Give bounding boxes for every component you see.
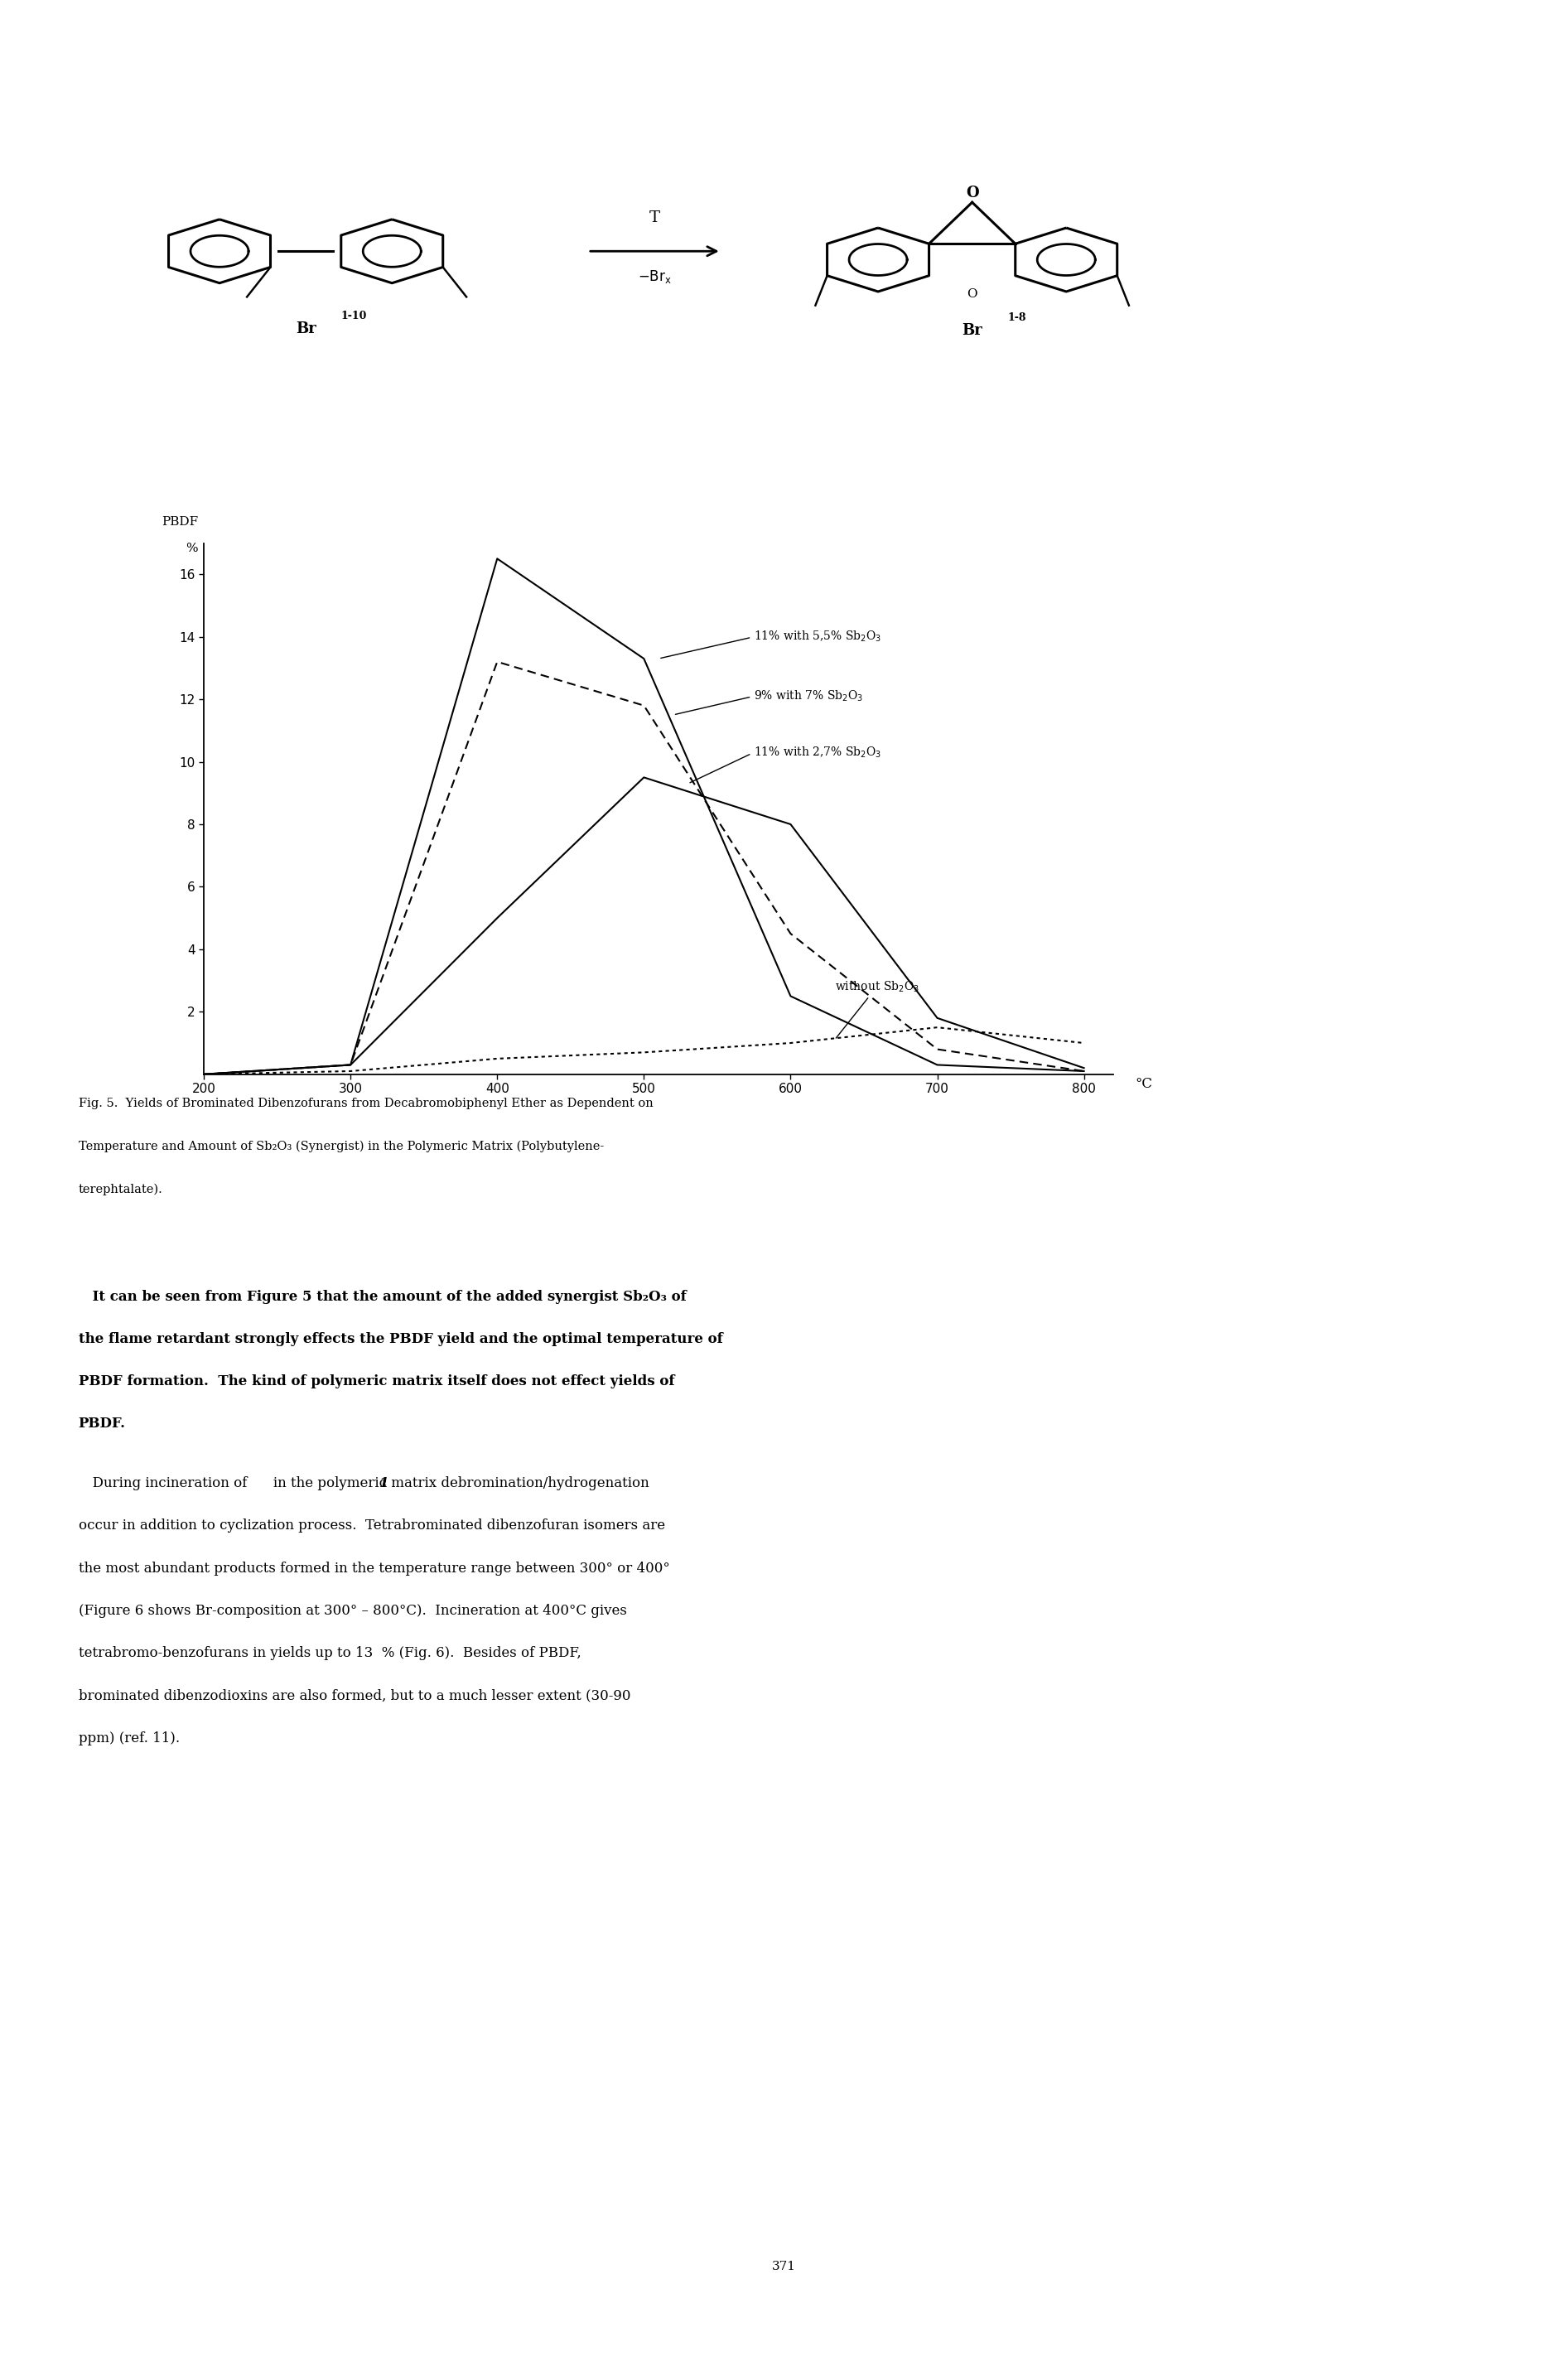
- Text: 9% with 7% Sb$_2$O$_3$: 9% with 7% Sb$_2$O$_3$: [676, 689, 864, 715]
- Text: O: O: [967, 288, 977, 300]
- Text: Fig. 5.  Yields of Brominated Dibenzofurans from Decabromobiphenyl Ether as Depe: Fig. 5. Yields of Brominated Dibenzofura…: [78, 1098, 652, 1110]
- Text: T: T: [649, 210, 660, 227]
- Text: 1-8: 1-8: [1008, 312, 1025, 323]
- Text: Temperature and Amount of Sb₂O₃ (Synergist) in the Polymeric Matrix (Polybutylen: Temperature and Amount of Sb₂O₃ (Synergi…: [78, 1140, 604, 1152]
- Text: 11% with 5,5% Sb$_2$O$_3$: 11% with 5,5% Sb$_2$O$_3$: [660, 630, 881, 659]
- Text: terephtalate).: terephtalate).: [78, 1183, 163, 1195]
- Text: PBDF: PBDF: [162, 515, 198, 527]
- Text: Br: Br: [295, 321, 317, 335]
- Text: It can be seen from Figure 5 that the amount of the added synergist Sb₂O₃ of: It can be seen from Figure 5 that the am…: [78, 1289, 687, 1303]
- Text: During incineration of      in the polymeric matrix debromination/hydrogenation: During incineration of in the polymeric …: [78, 1476, 649, 1490]
- Text: brominated dibenzodioxins are also formed, but to a much lesser extent (30-90: brominated dibenzodioxins are also forme…: [78, 1688, 630, 1702]
- Text: without Sb$_2$O$_3$: without Sb$_2$O$_3$: [834, 980, 919, 1039]
- Text: PBDF formation.  The kind of polymeric matrix itself does not effect yields of: PBDF formation. The kind of polymeric ma…: [78, 1374, 674, 1388]
- Text: tetrabromo-benzofurans in yields up to 13  % (Fig. 6).  Besides of PBDF,: tetrabromo-benzofurans in yields up to 1…: [78, 1646, 582, 1660]
- Text: the most abundant products formed in the temperature range between 300° or 400°: the most abundant products formed in the…: [78, 1561, 670, 1575]
- Text: 1: 1: [379, 1476, 389, 1490]
- Text: ppm) (ref. 11).: ppm) (ref. 11).: [78, 1731, 180, 1745]
- Text: occur in addition to cyclization process.  Tetrabrominated dibenzofuran isomers : occur in addition to cyclization process…: [78, 1518, 665, 1532]
- Text: Br: Br: [961, 323, 983, 338]
- Text: 11% with 2,7% Sb$_2$O$_3$: 11% with 2,7% Sb$_2$O$_3$: [690, 746, 881, 781]
- Text: %: %: [187, 543, 198, 555]
- Text: 1-10: 1-10: [342, 312, 367, 321]
- Text: 371: 371: [771, 2262, 797, 2271]
- Text: $- \mathrm{Br_x}$: $- \mathrm{Br_x}$: [638, 269, 671, 286]
- Text: O: O: [966, 184, 978, 201]
- Text: PBDF.: PBDF.: [78, 1417, 125, 1431]
- Text: (Figure 6 shows Br-composition at 300° – 800°C).  Incineration at 400°C gives: (Figure 6 shows Br-composition at 300° –…: [78, 1603, 627, 1617]
- Text: the flame retardant strongly effects the PBDF yield and the optimal temperature : the flame retardant strongly effects the…: [78, 1332, 723, 1346]
- Text: °C: °C: [1135, 1077, 1152, 1091]
